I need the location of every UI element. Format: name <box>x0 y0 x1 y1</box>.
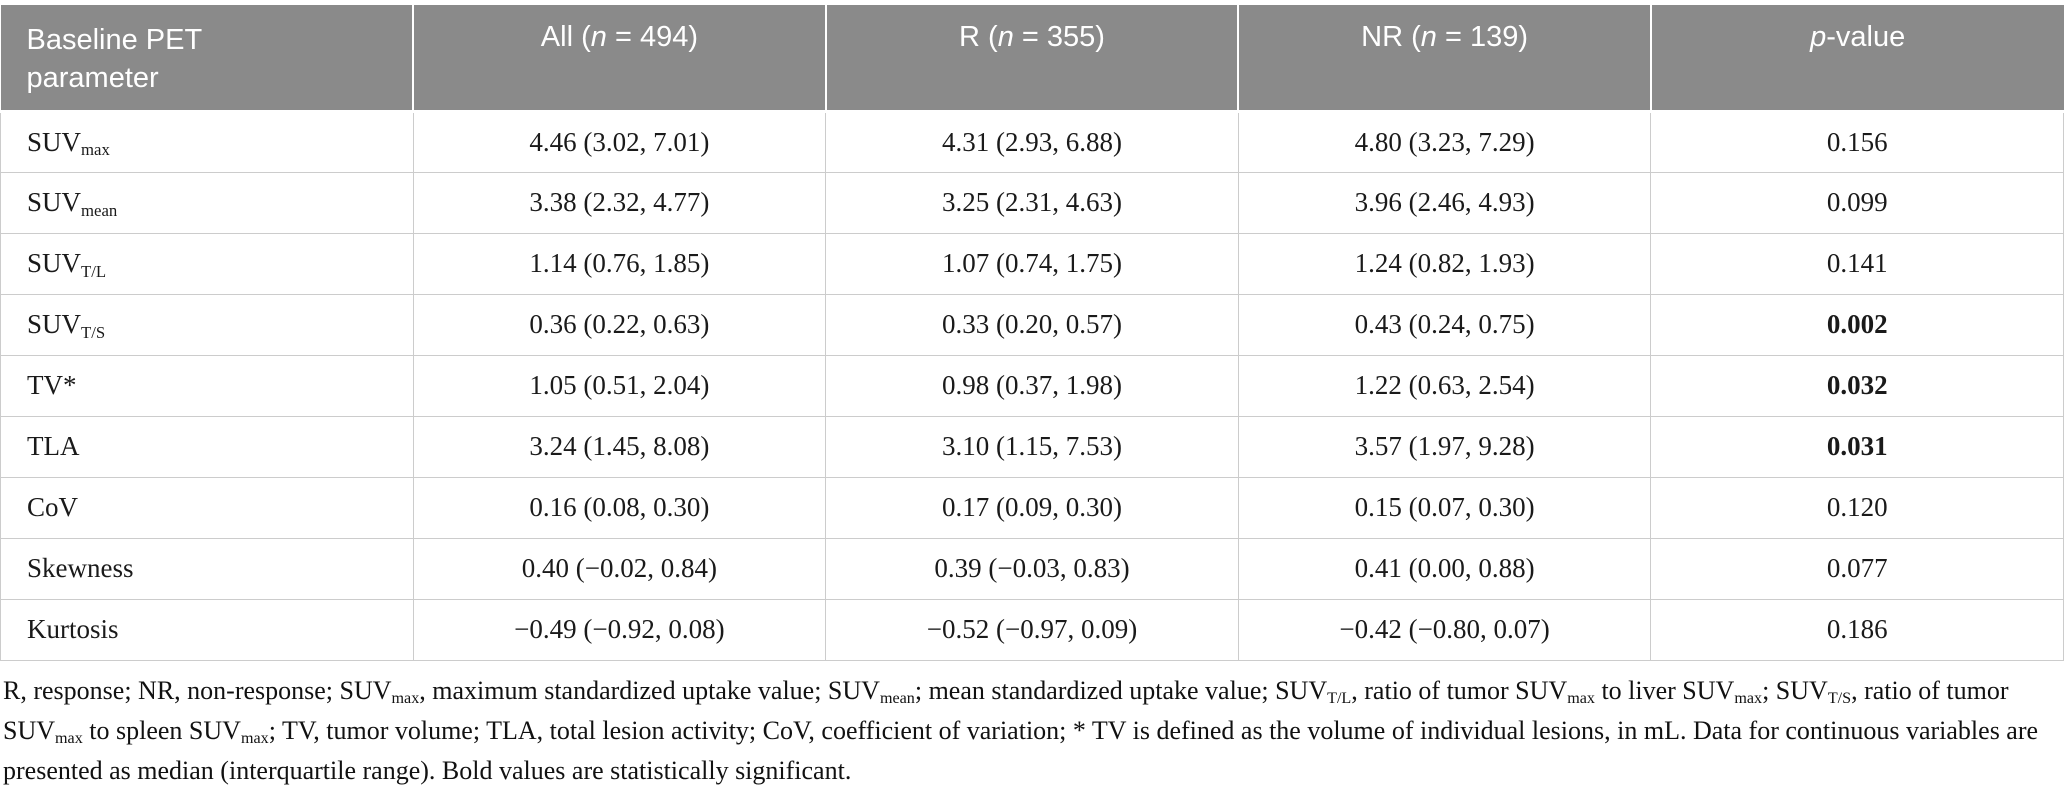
value-cell-r: 3.10 (1.15, 7.53) <box>825 415 1239 478</box>
value-cell-all: 4.46 (3.02, 7.01) <box>412 110 827 173</box>
param-cell: SUVT/S <box>0 293 414 356</box>
value-cell-r: 3.25 (2.31, 4.63) <box>825 171 1239 234</box>
value-cell-nr: 1.24 (0.82, 1.93) <box>1237 232 1652 295</box>
value-cell-all: 3.38 (2.32, 4.77) <box>412 171 827 234</box>
param-cell: Skewness <box>0 537 414 600</box>
value-cell-nr: 1.22 (0.63, 2.54) <box>1237 354 1652 417</box>
p-value-cell: 0.032 <box>1650 354 2064 417</box>
value-cell-r: 0.17 (0.09, 0.30) <box>825 476 1239 539</box>
param-cell: TV* <box>0 354 414 417</box>
value-cell-r: 0.98 (0.37, 1.98) <box>825 354 1239 417</box>
value-cell-nr: 3.57 (1.97, 9.28) <box>1237 415 1652 478</box>
header-baseline-pet-parameter: Baseline PET parameter <box>0 5 414 113</box>
header-responders: R (n = 355) <box>824 5 1239 113</box>
value-cell-r: 1.07 (0.74, 1.75) <box>825 232 1239 295</box>
value-cell-all: 0.40 (−0.02, 0.84) <box>412 537 827 600</box>
p-value-cell: 0.120 <box>1650 476 2064 539</box>
table-row: TV* 1.05 (0.51, 2.04) 0.98 (0.37, 1.98) 1.2… <box>0 354 2064 417</box>
table-row: Skewness 0.40 (−0.02, 0.84) 0.39 (−0.03, 0… <box>0 537 2064 600</box>
value-cell-r: −0.52 (−0.97, 0.09) <box>825 598 1239 661</box>
param-cell: TLA <box>0 415 414 478</box>
header-row: Baseline PET parameter All (n = 494) R (… <box>0 5 2064 113</box>
table-row: SUVmean 3.38 (2.32, 4.77) 3.25 (2.31, 4.63… <box>0 171 2064 234</box>
p-value-cell: 0.141 <box>1650 232 2064 295</box>
table-body: SUVmax 4.46 (3.02, 7.01) 4.31 (2.93, 6.88)… <box>0 110 2064 661</box>
value-cell-all: 1.14 (0.76, 1.85) <box>412 232 827 295</box>
p-value-cell: 0.156 <box>1650 110 2064 173</box>
value-cell-nr: 0.41 (0.00, 0.88) <box>1237 537 1652 600</box>
value-cell-nr: 4.80 (3.23, 7.29) <box>1237 110 1652 173</box>
header-label: All (n = 494) <box>540 21 698 53</box>
table-row: SUVmax 4.46 (3.02, 7.01) 4.31 (2.93, 6.88)… <box>0 110 2064 173</box>
p-value-cell: 0.077 <box>1650 537 2064 600</box>
table-footnote: R, response; NR, non-response; SUVmax, m… <box>3 675 2039 785</box>
value-cell-nr: 0.15 (0.07, 0.30) <box>1237 476 1652 539</box>
value-cell-nr: 3.96 (2.46, 4.93) <box>1237 171 1652 234</box>
value-cell-r: 0.39 (−0.03, 0.83) <box>825 537 1239 600</box>
table-row: CoV 0.16 (0.08, 0.30) 0.17 (0.09, 0.30) 0.1… <box>0 476 2064 539</box>
value-cell-all: −0.49 (−0.92, 0.08) <box>412 598 827 661</box>
header-p-value: p-value <box>1649 5 2064 113</box>
value-cell-all: 0.16 (0.08, 0.30) <box>412 476 827 539</box>
value-cell-all: 0.36 (0.22, 0.63) <box>412 293 827 356</box>
value-cell-nr: 0.43 (0.24, 0.75) <box>1237 293 1652 356</box>
table-row: Kurtosis −0.49 (−0.92, 0.08) −0.52 (−0.97,… <box>0 598 2064 661</box>
param-cell: Kurtosis <box>0 598 414 661</box>
value-cell-r: 4.31 (2.93, 6.88) <box>825 110 1239 173</box>
header-label: p-value <box>1810 21 1906 53</box>
p-value-cell: 0.002 <box>1650 293 2064 356</box>
value-cell-nr: −0.42 (−0.80, 0.07) <box>1237 598 1652 661</box>
table-row: TLA 3.24 (1.45, 8.08) 3.10 (1.15, 7.53) 3.5… <box>0 415 2064 478</box>
header-label: Baseline PET parameter <box>26 24 202 95</box>
value-cell-all: 1.05 (0.51, 2.04) <box>412 354 827 417</box>
pet-parameters-table: Baseline PET parameter All (n = 494) R (… <box>0 5 2064 661</box>
header-all: All (n = 494) <box>412 5 826 113</box>
p-value-cell: 0.186 <box>1650 598 2064 661</box>
param-cell: SUVmean <box>0 171 414 234</box>
header-label: NR (n = 139) <box>1361 21 1528 53</box>
table-row: SUVT/S 0.36 (0.22, 0.63) 0.33 (0.20, 0.57)… <box>0 293 2064 356</box>
table-row: SUVT/L 1.14 (0.76, 1.85) 1.07 (0.74, 1.75)… <box>0 232 2064 295</box>
header-non-responders: NR (n = 139) <box>1237 5 1651 113</box>
header-label: R (n = 355) <box>959 21 1105 53</box>
param-cell: SUVT/L <box>0 232 414 295</box>
p-value-cell: 0.099 <box>1650 171 2064 234</box>
p-value-cell: 0.031 <box>1650 415 2064 478</box>
value-cell-all: 3.24 (1.45, 8.08) <box>412 415 827 478</box>
value-cell-r: 0.33 (0.20, 0.57) <box>825 293 1239 356</box>
param-cell: CoV <box>0 476 414 539</box>
param-cell: SUVmax <box>0 110 414 173</box>
